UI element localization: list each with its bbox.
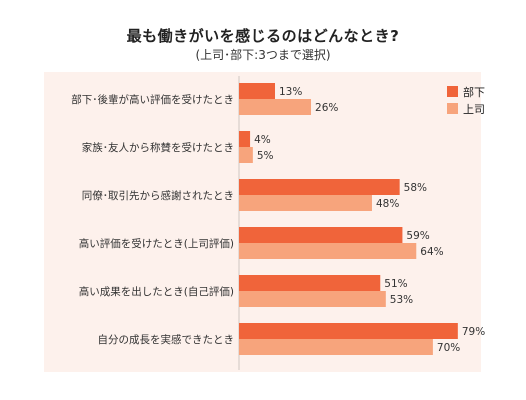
bar-subordinate xyxy=(239,83,276,99)
data-label: 53% xyxy=(390,294,413,306)
legend-swatch xyxy=(447,86,458,97)
bar-subordinate xyxy=(239,275,381,291)
data-label: 4% xyxy=(254,134,271,146)
data-label: 5% xyxy=(257,150,274,162)
category-label: 高い評価を受けたとき(上司評価) xyxy=(79,237,234,250)
category-label: 家族･友人から称賛を受けたとき xyxy=(82,141,234,154)
bar-manager xyxy=(239,147,253,163)
plot-background xyxy=(44,72,481,372)
data-label: 58% xyxy=(404,182,427,194)
data-label: 64% xyxy=(420,246,443,258)
bar-subordinate xyxy=(239,179,400,195)
bar-subordinate xyxy=(239,131,251,147)
legend-label: 部下 xyxy=(463,85,485,99)
category-label: 部下･後輩が高い評価を受けたとき xyxy=(71,93,234,106)
bar-subordinate xyxy=(239,227,403,243)
category-label: 同僚･取引先から感謝されたとき xyxy=(82,189,234,202)
bar-manager xyxy=(239,339,433,355)
data-label: 79% xyxy=(462,326,485,338)
chart-title: 最も働きがいを感じるのはどんなとき? xyxy=(126,27,400,45)
data-label: 70% xyxy=(437,342,460,354)
data-label: 13% xyxy=(279,86,302,98)
bar-subordinate xyxy=(239,323,458,339)
data-label: 59% xyxy=(406,230,429,242)
data-label: 51% xyxy=(384,278,407,290)
bar-manager xyxy=(239,99,312,115)
data-label: 48% xyxy=(376,198,399,210)
category-label: 高い成果を出したとき(自己評価) xyxy=(79,285,234,298)
category-label: 自分の成長を実感できたとき xyxy=(98,333,235,346)
bar-manager xyxy=(239,243,417,259)
data-label: 26% xyxy=(315,102,338,114)
bar-manager xyxy=(239,291,386,307)
chart-subtitle: (上司･部下:3つまで選択) xyxy=(195,48,331,62)
legend-label: 上司 xyxy=(463,103,485,116)
legend-swatch xyxy=(447,103,458,114)
bar-manager xyxy=(239,195,372,211)
